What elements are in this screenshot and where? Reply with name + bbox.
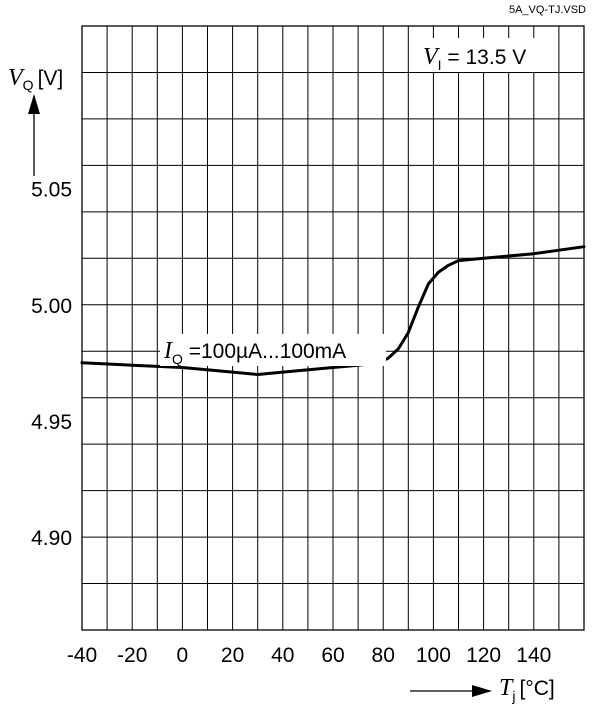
x-axis-symbol: T [499,675,514,701]
x-axis-label: Tj [°C] [499,675,555,704]
x-tick-label: 0 [177,644,189,667]
y-axis-symbol: V [8,65,25,91]
x-tick-label: 80 [372,644,395,667]
iq-symbol: I [163,338,173,364]
vi-subscript: I [438,57,442,73]
y-axis-unit: [V] [38,67,64,90]
iq-subscript: Q [172,351,183,367]
grid [82,26,584,630]
plot-frame [81,25,585,631]
iq-text: =100µA...100mA [183,340,346,363]
x-tick-label: -20 [117,644,147,667]
y-tick-label: 5.00 [31,295,72,318]
series-line [80,245,586,376]
x-tick-label: 40 [271,644,294,667]
series-layer [80,245,586,376]
y-axis-arrow [28,94,40,176]
y-tick-labels: 4.90 4.95 5.00 5.05 [31,179,72,550]
svg-text:IQ =100µA...100mA: IQ =100µA...100mA [163,338,346,367]
y-tick-label: 4.95 [31,411,72,434]
x-tick-label: 60 [321,644,344,667]
iq-annotation: IQ =100µA...100mA [160,334,386,367]
y-axis-label: VQ [V] [8,65,63,93]
vi-symbol: V [423,44,440,70]
x-axis-arrow [410,685,492,697]
x-tick-label: 20 [221,644,244,667]
iq-annotation-background [160,334,386,366]
vi-annotation: VI = 13.5 V [415,38,555,73]
y-axis-subscript: Q [23,77,34,93]
y-tick-label: 4.90 [31,527,72,550]
svg-text:VI = 13.5 V: VI = 13.5 V [423,44,526,73]
file-name: 5A_VQ-TJ.VSD [509,4,586,16]
vi-annotation-background [415,38,555,72]
x-tick-labels: -40 -20 0 20 40 60 80 100 120 140 [67,644,552,667]
x-axis-unit: [°C] [519,677,554,700]
x-tick-label: -40 [67,644,97,667]
x-tick-label: 120 [466,644,501,667]
vi-text: = 13.5 V [442,46,527,69]
x-axis-subscript: j [511,688,515,704]
x-tick-label: 100 [416,644,451,667]
y-tick-label: 5.05 [31,179,72,202]
x-tick-label: 140 [516,644,551,667]
